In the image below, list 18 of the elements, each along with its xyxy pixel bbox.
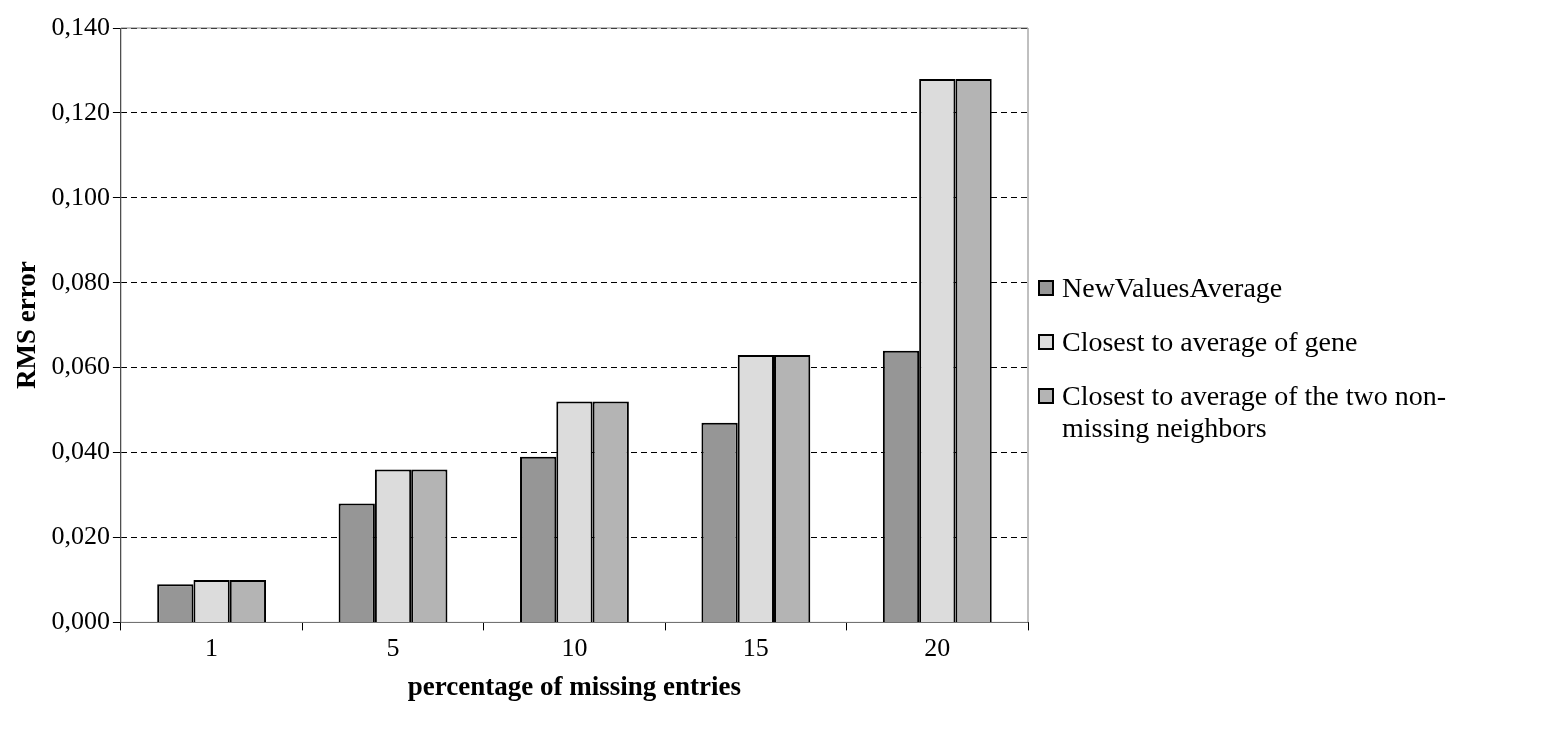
y-tick-label: 0,100: [51, 181, 110, 211]
x-tick-label: 5: [386, 632, 400, 662]
y-tick-label: 0,020: [51, 521, 110, 551]
x-tick-label: 10: [561, 632, 588, 662]
x-tick-label: 1: [205, 632, 219, 662]
y-tick-label: 0,060: [51, 351, 110, 381]
legend-label: Closest to average of the two non-missing neighbors: [1062, 380, 1448, 444]
x-tick-label: 20: [924, 632, 951, 662]
y-tick-label: 0,080: [51, 266, 110, 296]
x-tick-label: 15: [742, 632, 769, 662]
y-tick-label: 0,120: [51, 96, 110, 126]
y-tick-label: 0,040: [51, 436, 110, 466]
y-tick-label: 0,000: [51, 606, 110, 636]
x-axis-title: percentage of missing entries: [407, 670, 742, 701]
legend-label: NewValuesAverage: [1062, 272, 1283, 304]
y-axis-title: RMS error: [11, 261, 42, 390]
y-tick-label: 0,140: [51, 11, 110, 41]
legend-label: Closest to average of gene: [1062, 326, 1358, 358]
